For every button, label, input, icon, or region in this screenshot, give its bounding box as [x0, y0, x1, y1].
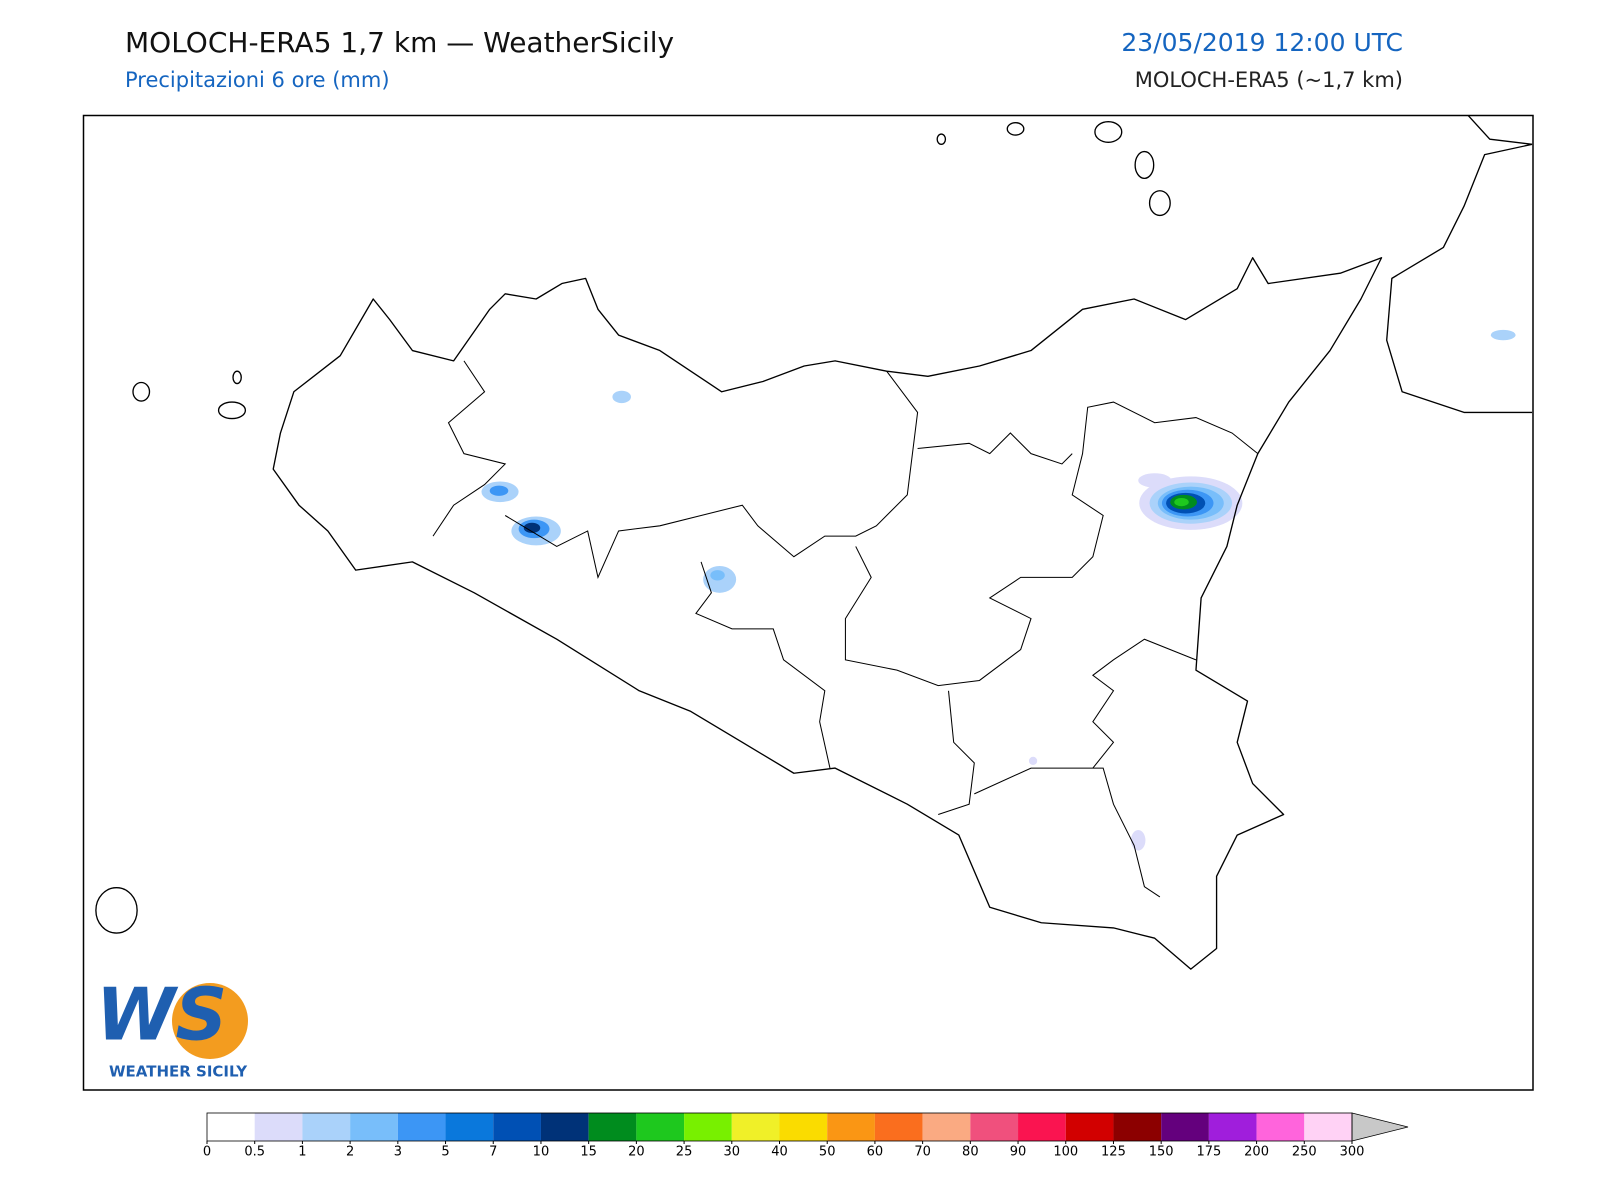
- colorbar-segment: [874, 1113, 923, 1141]
- colorbar-segment: [254, 1113, 303, 1141]
- colorbar-tick-label: 15: [580, 1145, 597, 1160]
- map-frame: [82, 114, 1534, 1091]
- colorbar-tick-label: 5: [441, 1145, 449, 1160]
- logo-mark: WS: [96, 973, 227, 1057]
- colorbar-segment: [1065, 1113, 1114, 1141]
- model-label: MOLOCH-ERA5 (~1,7 km): [1135, 68, 1403, 92]
- colorbar-tick-label: 125: [1101, 1145, 1126, 1160]
- colorbar-tick-label: 2: [346, 1145, 354, 1160]
- colorbar-tick-label: 10: [533, 1145, 550, 1160]
- colorbar-segment: [350, 1113, 398, 1141]
- colorbar-segment: [970, 1113, 1019, 1141]
- colorbar-segment: [827, 1113, 875, 1141]
- map: [95, 115, 1533, 970]
- colorbar-tick-label: 3: [394, 1145, 402, 1160]
- colorbar-segment: [1113, 1113, 1162, 1141]
- colorbar-segment: [684, 1113, 732, 1141]
- colorbar-segment: [302, 1113, 351, 1141]
- colorbar-segment: [731, 1113, 780, 1141]
- colorbar-segment: [540, 1113, 589, 1141]
- subtitle: Precipitazioni 6 ore (mm): [125, 68, 390, 92]
- colorbar-segment: [1256, 1113, 1305, 1141]
- logo: WS WEATHER SICILY: [96, 973, 248, 1081]
- colorbar-segment: [445, 1113, 494, 1141]
- colorbar-segment: [922, 1113, 971, 1141]
- colorbar-segment: [779, 1113, 828, 1141]
- colorbar-tick-label: 90: [1010, 1145, 1027, 1160]
- colorbar-tick-label: 40: [771, 1145, 788, 1160]
- colorbar-tick-label: 25: [676, 1145, 693, 1160]
- colorbar-tick-label: 60: [867, 1145, 884, 1160]
- colorbar-tick-label: 200: [1244, 1145, 1269, 1160]
- colorbar-tick-label: 50: [819, 1145, 836, 1160]
- colorbar-segment: [1161, 1113, 1209, 1141]
- colorbar-tick-label: 0: [203, 1145, 211, 1160]
- colorbar-tick-label: 80: [962, 1145, 979, 1160]
- colorbar-tick-label: 100: [1053, 1145, 1078, 1160]
- colorbar-tick-label: 150: [1149, 1145, 1174, 1160]
- colorbar-tick-label: 0.5: [244, 1145, 265, 1160]
- valid-time: 23/05/2019 12:00 UTC: [1121, 28, 1403, 57]
- colorbar-segment: [1208, 1113, 1257, 1141]
- precipitation: [481, 329, 1516, 851]
- colorbar: 0 0.5 1 2 3 5 7 10 15 20 25 30 40 50 60 70 80 90 100 125 150…: [203, 1112, 1409, 1160]
- colorbar-segment: [1304, 1113, 1352, 1141]
- colorbar-extend: [1351, 1112, 1409, 1142]
- logo-text: WEATHER SICILY: [109, 1063, 248, 1081]
- colorbar-tick-label: 70: [914, 1145, 931, 1160]
- colorbar-segment: [1018, 1113, 1066, 1141]
- colorbar-tick-label: 175: [1196, 1145, 1221, 1160]
- colorbar-segment: [493, 1113, 541, 1141]
- colorbar-tick-label: 250: [1292, 1145, 1317, 1160]
- title: MOLOCH-ERA5 1,7 km — WeatherSicily: [125, 26, 674, 59]
- colorbar-segment: [397, 1113, 446, 1141]
- colorbar-tick-label: 7: [489, 1145, 497, 1160]
- colorbar-tick-label: 1: [298, 1145, 306, 1160]
- colorbar-tick-label: 300: [1340, 1145, 1365, 1160]
- colorbar-segment: [588, 1113, 637, 1141]
- logo-sun: [172, 983, 248, 1059]
- colorbar-segment: [636, 1113, 685, 1141]
- colorbar-tick-label: 30: [724, 1145, 741, 1160]
- colorbar-tick-label: 20: [628, 1145, 645, 1160]
- colorbar-segment: [207, 1113, 255, 1141]
